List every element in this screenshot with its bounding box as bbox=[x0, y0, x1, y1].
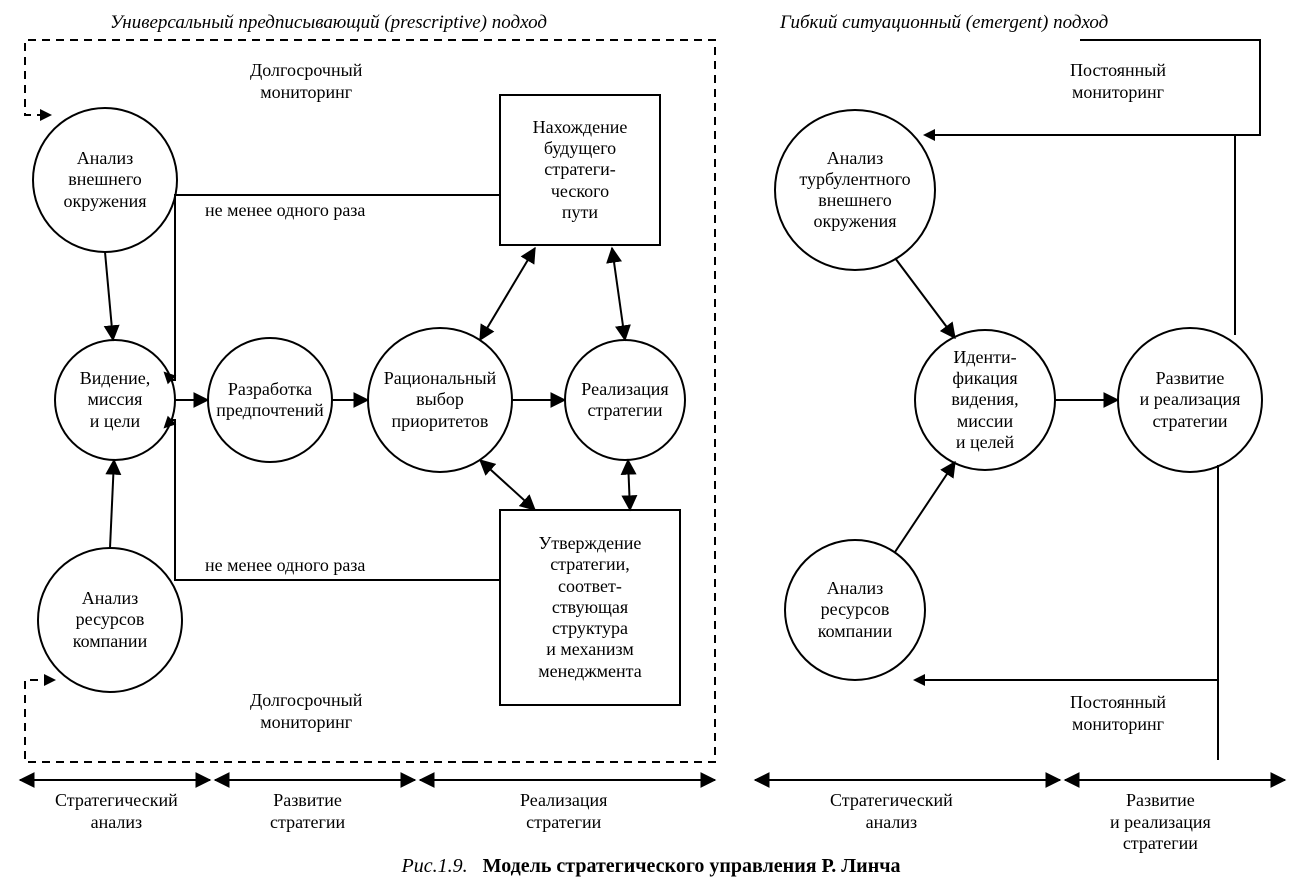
caption-prefix: Рис.1.9. bbox=[402, 855, 468, 877]
node-n-env2: Анализтурбулентноговнешнегоокружения bbox=[775, 110, 935, 270]
node-n-approve: Утверждениестратегии,соответ-ствующаястр… bbox=[500, 510, 680, 705]
node-n-ident: Иденти-фикациявидения,миссиии целей bbox=[915, 330, 1055, 470]
ph-strat-analysis2: Стратегическийанализ bbox=[830, 790, 953, 833]
lbl-once-top: не менее одного раза bbox=[205, 200, 365, 222]
lbl-long-mon-top: Долгосрочныймониторинг bbox=[250, 60, 362, 103]
node-n-find: Нахождениебудущегостратеги-ческогопути bbox=[500, 95, 660, 245]
ph-impl: Реализациястратегии bbox=[520, 790, 607, 833]
ph-dev: Развитиестратегии bbox=[270, 790, 345, 833]
figure-caption: Рис.1.9. Модель стратегического управлен… bbox=[0, 855, 1302, 878]
title-left: Универсальный предписывающий (prescripti… bbox=[110, 12, 547, 35]
node-n-env: Анализвнешнегоокружения bbox=[33, 108, 177, 252]
ph-dev-impl: Развитиеи реализациястратегии bbox=[1110, 790, 1211, 855]
node-n-devimpl: Развитиеи реализациястратегии bbox=[1118, 328, 1262, 472]
node-n-pref: Разработкапредпочтений bbox=[208, 338, 332, 462]
lbl-const-mon-bot: Постоянныймониторинг bbox=[1070, 692, 1166, 735]
node-n-res2: Анализресурсовкомпании bbox=[785, 540, 925, 680]
node-n-rational: Рациональныйвыборприоритетов bbox=[368, 328, 512, 472]
node-n-res: Анализресурсовкомпании bbox=[38, 548, 182, 692]
lbl-const-mon-top: Постоянныймониторинг bbox=[1070, 60, 1166, 103]
caption-text: Модель стратегического управления Р. Лин… bbox=[483, 855, 901, 877]
ph-strat-analysis: Стратегическийанализ bbox=[55, 790, 178, 833]
node-n-vision: Видение,миссияи цели bbox=[55, 340, 175, 460]
lbl-long-mon-bot: Долгосрочныймониторинг bbox=[250, 690, 362, 733]
title-right: Гибкий ситуационный (emergent) подход bbox=[780, 12, 1108, 35]
lbl-once-bottom: не менее одного раза bbox=[205, 555, 365, 577]
node-n-impl: Реализациястратегии bbox=[565, 340, 685, 460]
diagram-stage: Универсальный предписывающий (prescripti… bbox=[0, 0, 1302, 883]
